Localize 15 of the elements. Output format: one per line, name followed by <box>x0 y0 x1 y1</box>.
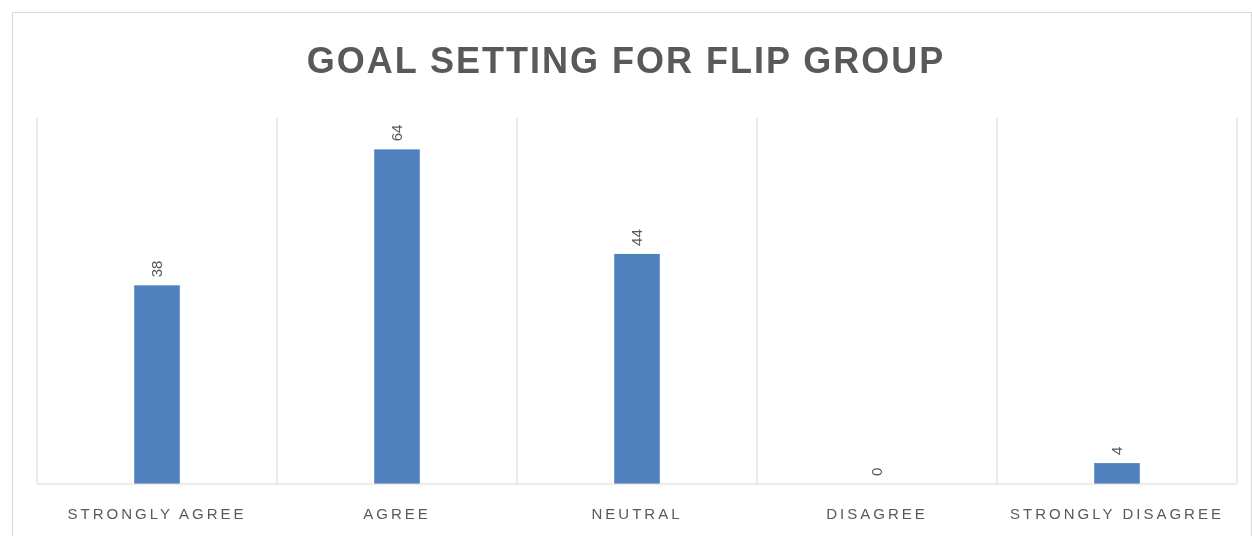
data-label: 4 <box>1108 446 1125 456</box>
data-label: 44 <box>628 229 645 246</box>
x-tick-label: STRONGLY DISAGREE <box>1010 505 1224 522</box>
x-tick-label: DISAGREE <box>826 505 928 522</box>
chart-title: GOAL SETTING FOR FLIP GROUP <box>306 40 946 81</box>
bar <box>614 253 660 484</box>
x-tick-label: STRONGLY AGREE <box>67 505 247 522</box>
x-tick-label: NEUTRAL <box>591 505 683 522</box>
data-label: 0 <box>868 467 885 476</box>
bar <box>1094 463 1140 484</box>
data-label: 38 <box>148 260 165 278</box>
x-tick-label: AGREE <box>363 505 431 522</box>
bar <box>134 285 180 484</box>
data-label: 64 <box>388 124 405 142</box>
bar <box>374 149 420 484</box>
